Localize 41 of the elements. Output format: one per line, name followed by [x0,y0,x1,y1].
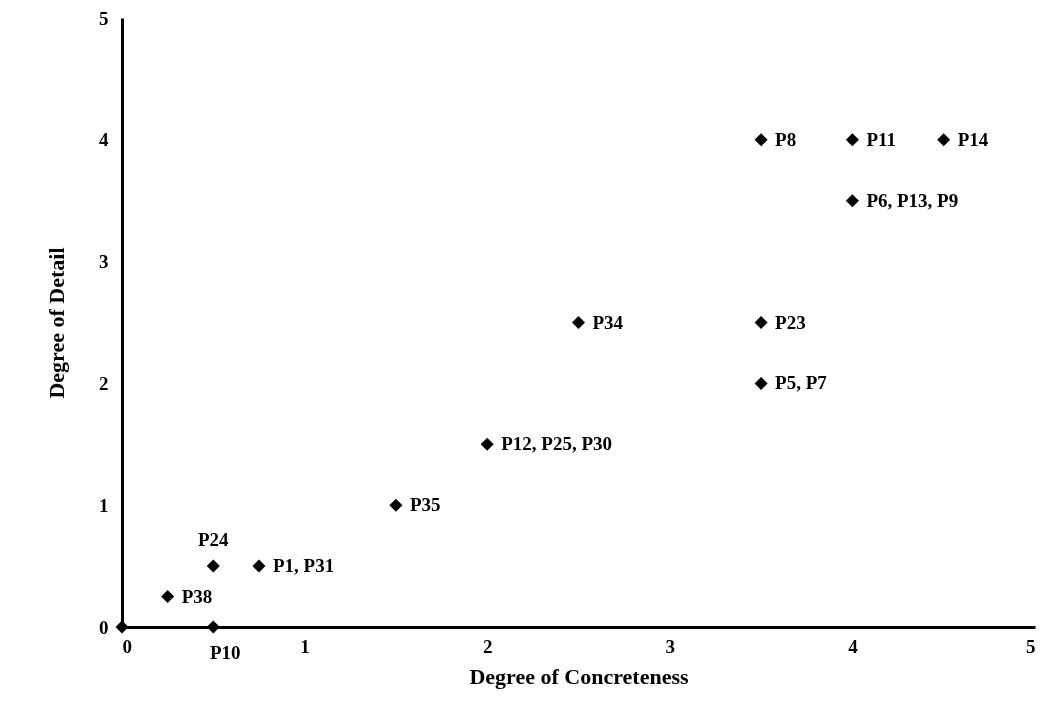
y-tick-label: 2 [99,372,109,394]
y-tick-label: 0 [99,616,109,638]
annotation: P8 [775,128,797,150]
x-tick-label: 3 [665,635,676,657]
point [937,133,951,147]
annotation: P14 [957,128,989,150]
point [206,559,220,573]
annotation: P35 [409,494,441,516]
x-tick-label: 2 [482,635,493,657]
annotation: P5, P7 [775,372,828,394]
annotation: P34 [592,311,624,333]
x-tick-label: 1 [300,635,310,657]
point [845,194,859,208]
point [754,133,768,147]
point [754,376,768,390]
point [252,559,266,573]
y-tick-label: 5 [99,7,109,29]
y-tick-label: 3 [99,251,109,273]
x-tick-label: 5 [1026,635,1036,657]
x-axis-title: Degree of Concreteness [469,663,689,689]
annotation: P12, P25, P30 [501,433,613,455]
annotation: P10 [210,642,241,663]
point [389,498,403,512]
point [754,315,768,330]
annotation: P6, P13, P9 [866,189,959,211]
annotation: P24 [198,529,230,551]
y-axis-title: Degree of Detail [44,247,69,399]
annotation: P38 [181,585,213,607]
annotation: P11 [866,128,896,150]
point [161,590,175,604]
point [845,133,859,147]
x-tick-label: 4 [848,635,859,657]
y-tick-label: 4 [99,129,109,151]
point [206,620,220,634]
x-tick-label: 0 [122,635,132,657]
annotation: P1, P31 [272,555,335,577]
point [571,315,586,330]
annotation: P23 [775,311,806,333]
y-tick-label: 1 [99,494,109,516]
point [480,437,494,451]
point [115,620,129,634]
